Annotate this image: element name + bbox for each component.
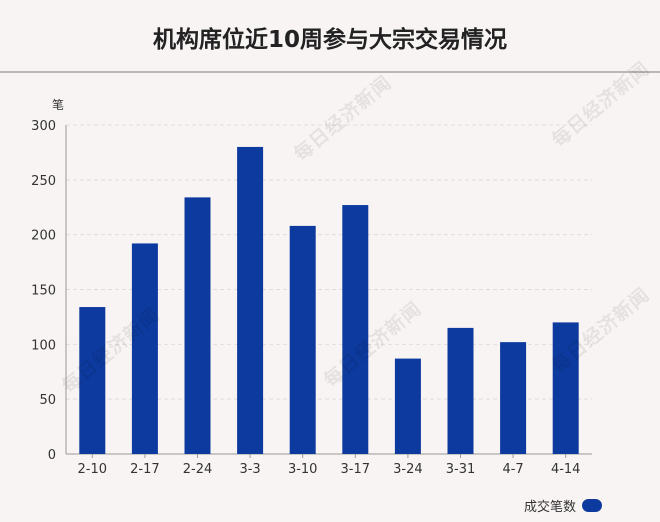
y-tick-label: 100 <box>31 338 56 353</box>
x-tick-label: 3-10 <box>288 462 318 477</box>
x-tick-label: 3-3 <box>239 462 260 477</box>
bar <box>500 342 527 454</box>
title-divider <box>0 71 660 73</box>
y-tick-label: 150 <box>31 284 56 299</box>
x-tick-label: 3-31 <box>446 462 476 477</box>
legend-swatch <box>582 499 602 512</box>
x-tick-label: 2-17 <box>130 462 160 477</box>
bar <box>184 197 211 454</box>
bar <box>342 205 369 454</box>
x-tick-label: 3-24 <box>393 462 423 477</box>
legend-label: 成交笔数 <box>523 500 576 515</box>
y-axis-unit-label: 笔 <box>52 97 64 112</box>
y-tick-label: 50 <box>39 393 56 408</box>
x-tick-label: 4-7 <box>502 462 523 477</box>
bar <box>447 327 474 454</box>
x-tick-label: 3-17 <box>341 462 371 477</box>
bar <box>552 322 579 454</box>
x-tick-label: 2-24 <box>183 462 213 477</box>
bar <box>289 225 316 454</box>
bar <box>394 358 421 454</box>
x-tick-label: 4-14 <box>551 462 581 477</box>
y-tick-label: 0 <box>48 448 56 463</box>
y-tick-label: 250 <box>31 174 56 189</box>
y-tick-label: 300 <box>31 119 56 134</box>
bar <box>79 307 106 454</box>
chart-legend: 成交笔数 <box>524 496 602 515</box>
x-tick-label: 2-10 <box>78 462 108 477</box>
y-tick-label: 200 <box>31 229 56 244</box>
bar <box>237 146 264 454</box>
chart-title: 机构席位近10周参与大宗交易情况 <box>152 27 507 53</box>
bar <box>131 243 158 454</box>
